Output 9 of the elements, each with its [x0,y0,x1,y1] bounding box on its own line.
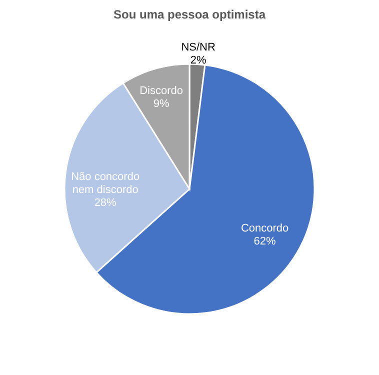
slice-label: Concordo [240,222,289,234]
data-label: 9% [153,98,170,110]
data-label: 62% [254,235,276,248]
slice-label: NS/NR [181,41,216,54]
data-label: 28% [94,197,117,210]
data-label: 2% [190,54,206,66]
chart-title: Sou uma pessoa optimista [113,7,266,22]
slice-label: Discordo [140,84,184,97]
slice-label: Não concordo nem discordo [71,171,140,196]
